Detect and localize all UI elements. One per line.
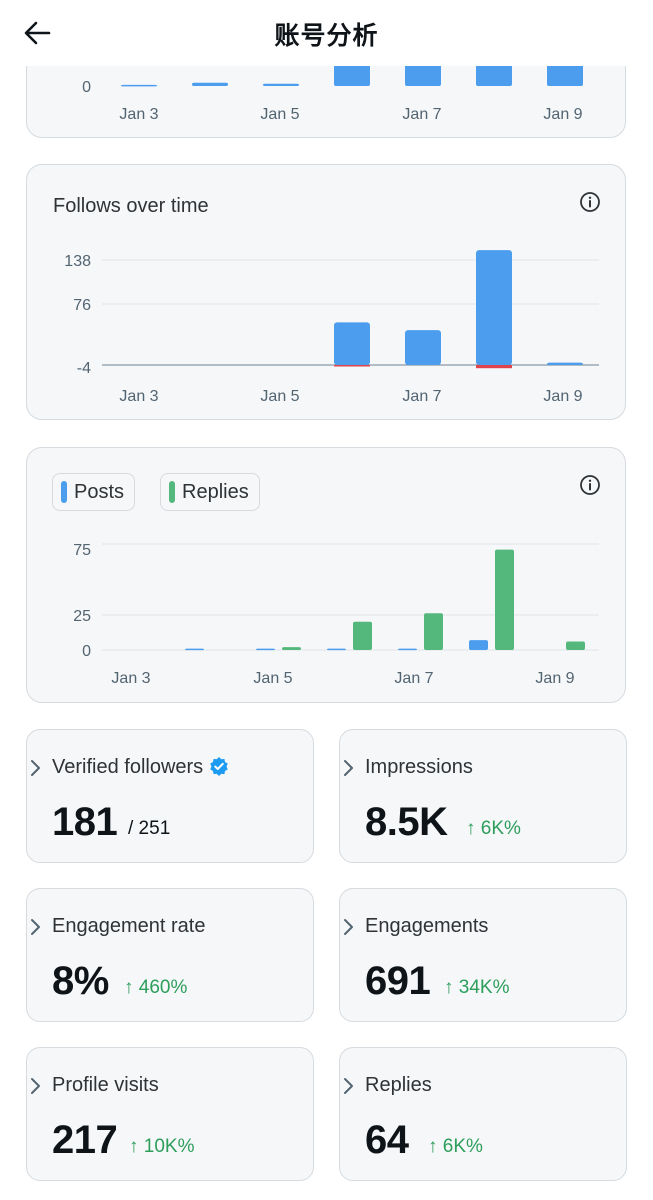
chevron-right-icon — [31, 1078, 40, 1094]
x-tick-label: Jan 3 — [119, 388, 158, 405]
bar-replies — [495, 549, 514, 650]
stat-delta: ↑ 6K% — [466, 818, 521, 839]
stat-delta: ↑ 6K% — [428, 1136, 483, 1157]
x-tick-label: Jan 5 — [260, 388, 299, 405]
stat-delta: ↑ 10K% — [129, 1136, 195, 1157]
back-arrow-icon[interactable] — [22, 18, 52, 48]
stat-label: Engagement rate — [52, 915, 206, 937]
legend-replies[interactable]: Replies — [160, 473, 260, 511]
bar-impressions — [121, 84, 157, 87]
stat-label: Profile visits — [52, 1074, 159, 1096]
x-tick-label: Jan 7 — [402, 388, 441, 405]
x-tick-label: Jan 5 — [260, 106, 299, 123]
app-header: 账号分析 — [0, 0, 653, 66]
posts-swatch — [61, 481, 67, 503]
x-tick-label: Jan 5 — [253, 670, 292, 687]
legend-posts-label: Posts — [74, 480, 125, 503]
stat-label: Replies — [365, 1074, 432, 1096]
y-tick-label: 0 — [82, 643, 91, 660]
verified-badge-icon — [210, 757, 228, 776]
y-tick-label: 76 — [73, 297, 91, 314]
x-tick-label: Jan 9 — [535, 670, 574, 687]
stat-total: / 251 — [128, 818, 171, 839]
posts-replies-chart: 75 25 0 Jan 3 Jan 5 Jan 7 Jan 9 — [73, 542, 599, 687]
bar-posts — [256, 648, 275, 651]
y-tick-label: 25 — [73, 608, 91, 625]
y-tick-label: 75 — [73, 542, 91, 559]
x-tick-label: Jan 3 — [119, 106, 158, 123]
bar-follows — [405, 330, 441, 365]
stat-value: 64 — [365, 1118, 409, 1162]
chevron-right-icon — [31, 760, 40, 776]
x-tick-label: Jan 7 — [402, 106, 441, 123]
follows-chart-title: Follows over time — [53, 195, 209, 217]
stat-delta: ↑ 460% — [124, 977, 188, 998]
bar-unfollows — [334, 365, 370, 367]
bar-replies — [282, 647, 301, 650]
info-icon[interactable] — [579, 191, 601, 213]
x-tick-label: Jan 3 — [111, 670, 150, 687]
x-tick-label: Jan 9 — [543, 388, 582, 405]
x-tick-label: Jan 9 — [543, 106, 582, 123]
stat-label: Verified followers — [52, 756, 229, 779]
stat-label-text: Verified followers — [52, 756, 204, 778]
bar-unfollows — [476, 365, 512, 369]
stat-value: 8.5K — [365, 800, 448, 844]
stat-value: 691 — [365, 959, 431, 1003]
bar-follows — [334, 322, 370, 365]
stat-card-replies[interactable]: Replies 64 ↑ 6K% — [339, 1047, 627, 1181]
bar-posts — [398, 648, 417, 651]
bar-posts — [469, 640, 488, 650]
bar-impressions — [263, 83, 299, 86]
bar-replies — [424, 613, 443, 650]
follows-chart-card: Follows over time 138 76 -4 Jan 3 Jan 5 … — [26, 164, 626, 420]
stat-card-profile-visits[interactable]: Profile visits 217 ↑ 10K% — [26, 1047, 314, 1181]
stat-card-verified-followers[interactable]: Verified followers 181 / 251 — [26, 729, 314, 863]
chevron-right-icon — [344, 760, 353, 776]
replies-swatch — [169, 481, 175, 503]
chevron-right-icon — [31, 919, 40, 935]
chevron-right-icon — [344, 919, 353, 935]
legend-replies-label: Replies — [182, 480, 249, 503]
bar-follows — [476, 250, 512, 365]
follows-chart: 138 76 -4 Jan 3 Jan 5 Jan 7 Jan 9 — [64, 250, 599, 405]
legend-posts[interactable]: Posts — [52, 473, 136, 511]
stat-card-engagements[interactable]: Engagements 691 ↑ 34K% — [339, 888, 627, 1022]
bar-posts — [327, 648, 346, 651]
stat-card-impressions[interactable]: Impressions 8.5K ↑ 6K% — [339, 729, 627, 863]
stat-label: Engagements — [365, 915, 489, 937]
stat-value: 217 — [52, 1118, 118, 1162]
chevron-right-icon — [344, 1078, 353, 1094]
page-title: 账号分析 — [274, 22, 379, 50]
bar-replies — [566, 641, 585, 650]
bar-posts — [185, 648, 204, 651]
y-tick-label: 138 — [64, 253, 91, 270]
x-tick-label: Jan 7 — [394, 670, 433, 687]
y-tick-label: -4 — [77, 360, 91, 377]
bar-replies — [353, 621, 372, 650]
stat-card-engagement-rate[interactable]: Engagement rate 8% ↑ 460% — [26, 888, 314, 1022]
stat-value: 181 — [52, 800, 118, 844]
stat-delta: ↑ 34K% — [444, 977, 510, 998]
bar-impressions — [192, 82, 228, 86]
info-icon[interactable] — [579, 474, 601, 496]
posts-replies-chart-card: Posts Replies 75 25 0 Jan 3 Jan 5 Jan 7 … — [26, 447, 626, 703]
bar-follows — [547, 362, 583, 365]
y-tick-label: 0 — [82, 79, 91, 96]
stat-value: 8% — [52, 959, 109, 1003]
stat-label: Impressions — [365, 756, 473, 778]
